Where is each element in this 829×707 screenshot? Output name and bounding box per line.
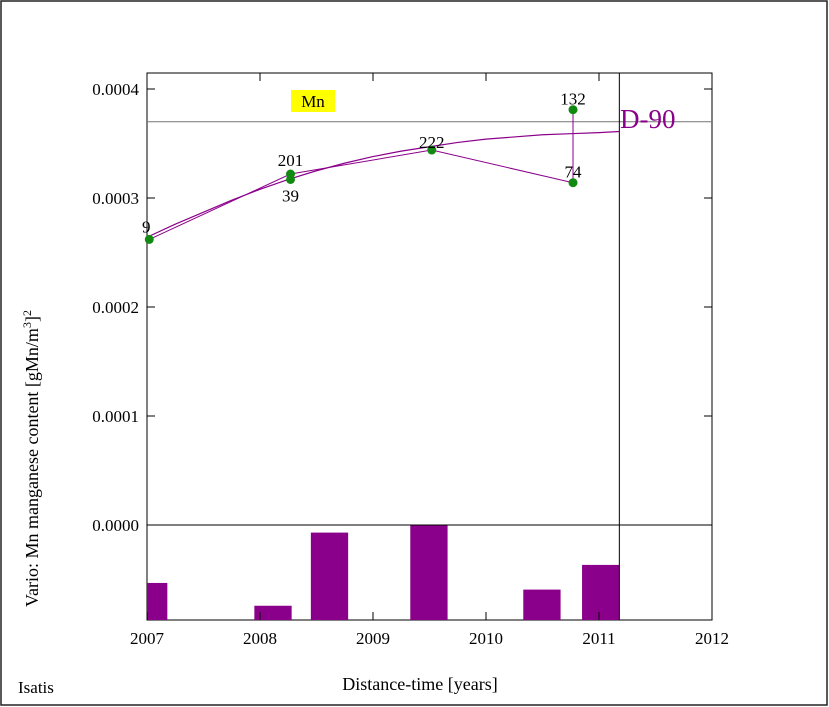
model-curve-path [146,130,620,238]
legend-background [291,90,335,112]
y-tick-label: 0.0002 [92,298,139,317]
point-label: 222 [419,133,445,152]
x-tick-label: 2007 [130,629,165,648]
point-label: 132 [560,90,586,109]
histogram-bar [582,564,620,620]
histogram [147,525,620,620]
model-label: D-90 [620,104,676,134]
y-axis-ticks: 0.0000 0.0001 0.0002 0.0003 0.0004 [92,80,712,535]
y-tick-label: 0.0003 [92,189,139,208]
histogram-bar [523,589,561,620]
x-tick-label: 2008 [243,629,277,648]
histogram-bar [310,532,349,620]
point-label: 201 [278,151,304,170]
x-tick-label: 2012 [695,629,729,648]
legend: Mn [291,90,335,112]
point-label: 74 [565,163,583,182]
legend-label: Mn [301,92,325,111]
y-axis-title-superscript: 3 [20,322,34,328]
y-tick-label: 0.0004 [92,80,139,99]
x-tick-label: 2010 [469,629,503,648]
x-tick-label: 2011 [582,629,615,648]
histogram-bar [147,582,168,620]
data-point [427,145,437,155]
histogram-bar [410,525,448,620]
data-point [144,234,154,244]
data-point [568,105,578,115]
point-label: 39 [282,186,299,205]
y-axis-title-main: Vario: Mn manganese content [gMn/m [22,328,42,607]
point-labels: 9 39 201 222 74 132 [142,90,586,237]
point-label: 9 [142,217,151,236]
footer-text: Isatis [18,678,54,697]
x-tick-label: 2009 [356,629,390,648]
data-point [286,169,296,179]
y-axis-title-superscript-2: 2 [20,310,34,316]
y-tick-label: 0.0001 [92,407,139,426]
y-tick-label: 0.0000 [92,516,139,535]
experimental-points [144,105,578,244]
x-axis-title: Distance-time [years] [342,674,497,694]
data-point [568,178,578,188]
y-axis-title-close: ] [22,316,42,322]
x-axis-ticks: 2007 2008 2009 2010 2011 2012 [130,73,729,648]
histogram-bar [254,605,292,620]
model-curve [146,130,620,238]
y-axis-title: Vario: Mn manganese content [gMn/m3]2 [20,310,42,607]
